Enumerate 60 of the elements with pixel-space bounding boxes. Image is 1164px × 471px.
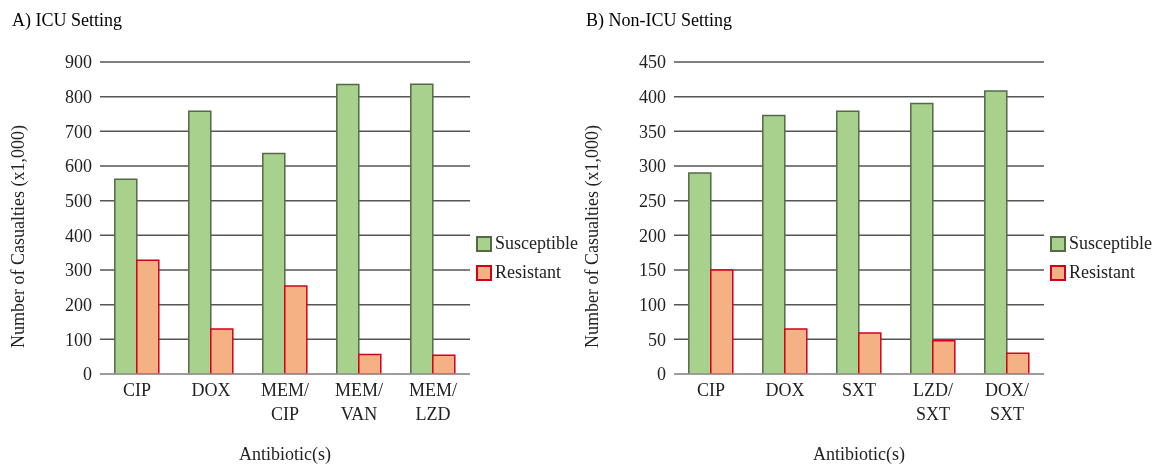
x-axis-title: Antibiotic(s) (239, 444, 331, 465)
bar (284, 285, 308, 374)
legend-label: Susceptible (495, 233, 578, 254)
y-tick-label: 800 (65, 87, 92, 108)
x-tick-label: CIP (122, 380, 152, 400)
y-tick-label: 0 (657, 364, 666, 385)
x-tick-label: MEM/LZD (408, 380, 458, 424)
x-tick-label: MEM/CIP (260, 380, 310, 424)
bar (336, 83, 360, 374)
y-tick-label: 100 (65, 329, 92, 350)
legend-label: Resistant (495, 262, 561, 283)
bar (784, 328, 808, 374)
y-tick-label: 500 (65, 191, 92, 212)
bar (410, 83, 434, 374)
y-tick-label: 100 (639, 295, 666, 316)
bar (932, 339, 956, 374)
y-tick-label: 150 (639, 260, 666, 281)
y-tick-label: 200 (639, 225, 666, 246)
bar (762, 114, 786, 374)
x-tick-label: LZD/SXT (913, 380, 953, 424)
y-axis-title: Number of Casualties (x1,000) (8, 125, 30, 348)
bar (858, 332, 882, 374)
y-tick-label: 350 (639, 121, 666, 142)
bar (136, 259, 160, 374)
bar (1006, 352, 1030, 374)
bar (114, 178, 138, 374)
y-tick-label: 600 (65, 156, 92, 177)
y-tick-label: 300 (639, 156, 666, 177)
y-tick-label: 300 (65, 260, 92, 281)
bar (836, 110, 860, 374)
y-tick-label: 450 (639, 52, 666, 73)
x-tick-label: DOX (765, 380, 805, 400)
bar (688, 172, 712, 374)
y-tick-label: 250 (639, 191, 666, 212)
x-axis-title: Antibiotic(s) (813, 444, 905, 465)
y-tick-label: 900 (65, 52, 92, 73)
y-tick-label: 400 (65, 225, 92, 246)
legend-label: Susceptible (1069, 233, 1152, 254)
y-tick-label: 700 (65, 121, 92, 142)
y-tick-label: 50 (648, 329, 666, 350)
bar (188, 110, 212, 374)
x-tick-label: SXT (841, 380, 877, 400)
legend-label: Resistant (1069, 262, 1135, 283)
y-tick-label: 0 (83, 364, 92, 385)
bar (984, 90, 1008, 374)
bar (210, 328, 234, 374)
bar (358, 353, 382, 374)
x-tick-label: DOX/SXT (985, 380, 1029, 424)
y-tick-label: 400 (639, 87, 666, 108)
x-tick-label: MEM/VAN (334, 380, 384, 424)
y-tick-label: 200 (65, 295, 92, 316)
bar (710, 269, 734, 374)
bar (910, 102, 934, 374)
x-tick-label: DOX (191, 380, 231, 400)
chart-title: B) Non-ICU Setting (585, 9, 733, 32)
bar (262, 152, 286, 374)
bar (432, 354, 456, 374)
chart-title: A) ICU Setting (11, 9, 123, 32)
x-tick-label: CIP (696, 380, 726, 400)
y-axis-title: Number of Casualties (x1,000) (582, 125, 604, 348)
